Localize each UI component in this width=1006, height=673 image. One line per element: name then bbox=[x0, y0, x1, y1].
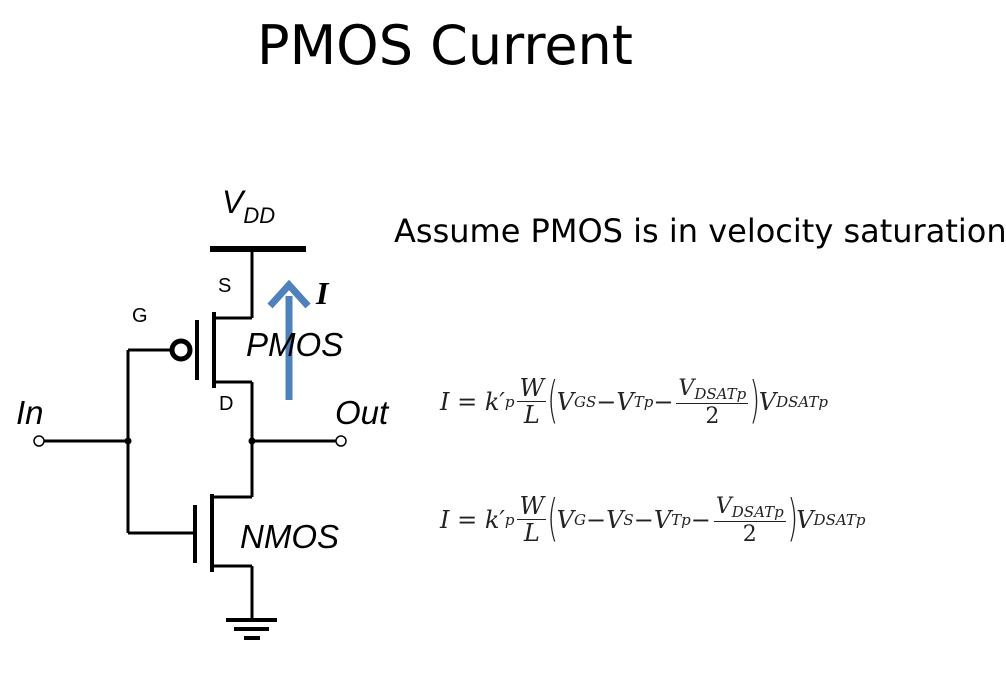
output-label: Out bbox=[335, 394, 390, 431]
close-paren: ) bbox=[749, 371, 761, 430]
w-over-l-fraction: W L bbox=[517, 374, 547, 430]
pmos-label: PMOS bbox=[246, 326, 343, 363]
output-junction-dot bbox=[248, 437, 256, 445]
pmos-gate-bubble bbox=[169, 338, 193, 362]
equation-1: I = k′ p W L ( V GS − V Tp − VDSATp 2 ) V DS… bbox=[440, 371, 829, 430]
input-label: In bbox=[16, 394, 44, 431]
nmos-label: NMOS bbox=[240, 518, 339, 555]
input-terminal bbox=[33, 435, 45, 447]
vdd-label: VDD bbox=[222, 184, 275, 228]
close-paren: ) bbox=[787, 489, 798, 548]
vdsat-over-two-fraction: VDSATp 2 bbox=[676, 375, 749, 429]
w-over-l-fraction: W L bbox=[517, 492, 547, 548]
output-terminal bbox=[335, 435, 347, 447]
current-arrow bbox=[267, 279, 311, 400]
slide-title: PMOS Current bbox=[257, 14, 633, 77]
vdsat-over-two-fraction: VDSATp 2 bbox=[713, 493, 786, 547]
assumption-text: Assume PMOS is in velocity saturation bbox=[394, 212, 1006, 250]
drain-label: D bbox=[219, 393, 233, 415]
open-paren: ( bbox=[547, 371, 559, 430]
open-paren: ( bbox=[547, 489, 559, 548]
gate-label: G bbox=[132, 305, 148, 327]
source-label: S bbox=[218, 275, 231, 297]
current-label: I bbox=[315, 275, 330, 311]
gate-junction-dot bbox=[124, 437, 132, 445]
